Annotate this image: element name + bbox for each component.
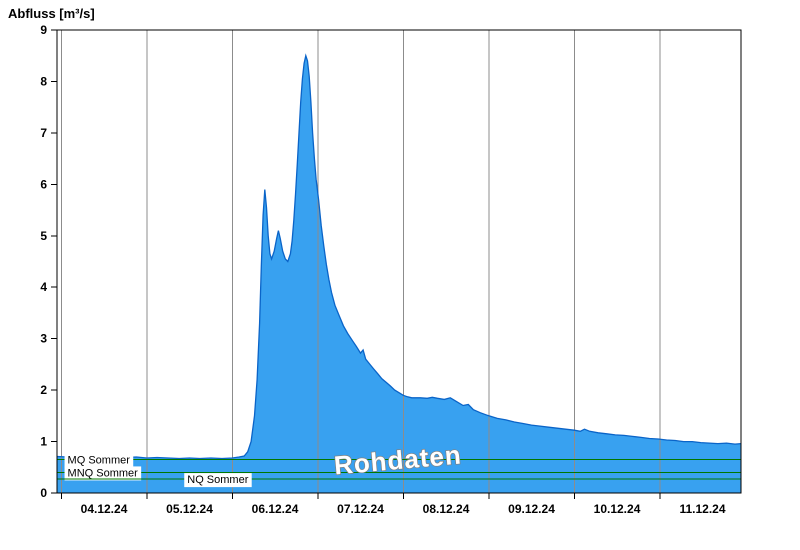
x-tick-label: 04.12.24 [81,502,128,516]
y-tick-label: 5 [40,229,47,243]
x-tick-label: 09.12.24 [508,502,555,516]
y-tick-label: 3 [40,332,47,346]
x-tick-label: 10.12.24 [594,502,641,516]
x-tick-label: 11.12.24 [679,502,725,516]
y-tick-label: 9 [40,23,47,37]
y-tick-label: 1 [40,435,47,449]
reference-line-label: MNQ Sommer [68,467,139,479]
y-tick-label: 7 [40,126,47,140]
reference-label-background [64,453,134,468]
reference-label-background [184,473,252,488]
y-tick-label: 6 [40,177,47,191]
x-tick-label: 08.12.24 [423,502,470,516]
plot-border [56,29,742,494]
y-tick-label: 8 [40,74,47,88]
reference-line-label: MQ Sommer [68,455,131,467]
chart-title: Abfluss [m³/s] [8,6,95,21]
reference-label-background [64,466,142,481]
discharge-line [56,53,742,460]
discharge-area [57,55,741,493]
y-tick-label: 2 [40,383,47,397]
y-tick-label: 4 [40,280,47,294]
x-tick-label: 07.12.24 [337,502,384,516]
x-tick-label: 05.12.24 [166,502,213,516]
x-tick-label: 06.12.24 [252,502,299,516]
reference-line-label: NQ Sommer [187,474,248,486]
y-tick-label: 0 [40,486,47,500]
